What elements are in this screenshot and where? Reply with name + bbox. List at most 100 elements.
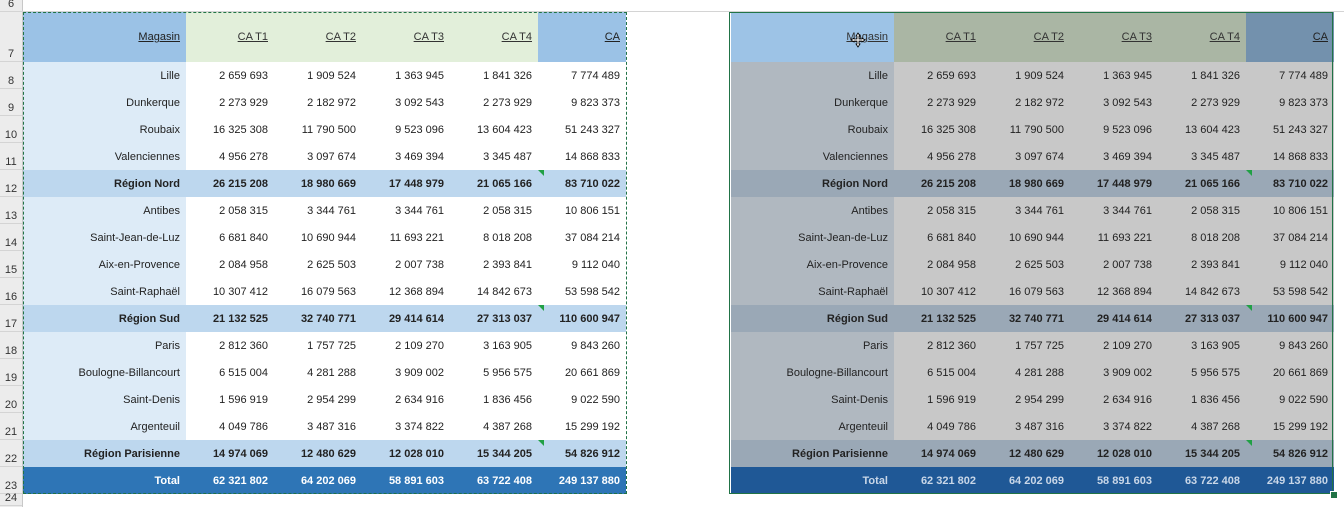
value-cell[interactable]: 16 079 563 xyxy=(274,278,362,305)
row-number[interactable]: 19 xyxy=(0,359,22,386)
value-cell[interactable]: 4 049 786 xyxy=(894,413,982,440)
value-cell[interactable]: 3 344 761 xyxy=(982,197,1070,224)
value-cell[interactable]: 63 722 408 xyxy=(1158,467,1246,494)
value-cell[interactable]: 15 299 192 xyxy=(1246,413,1334,440)
value-cell[interactable]: 29 414 614 xyxy=(362,305,450,332)
row-number[interactable]: 16 xyxy=(0,278,22,305)
row-number[interactable]: 10 xyxy=(0,116,22,143)
value-cell[interactable]: 53 598 542 xyxy=(538,278,626,305)
column-header[interactable]: CA xyxy=(1246,12,1334,62)
value-cell[interactable]: 9 112 040 xyxy=(538,251,626,278)
value-cell[interactable]: 4 387 268 xyxy=(1158,413,1246,440)
value-cell[interactable]: 20 661 869 xyxy=(1246,359,1334,386)
row-number[interactable]: 17 xyxy=(0,305,22,332)
row-number[interactable]: 9 xyxy=(0,89,22,116)
value-cell[interactable]: 12 368 894 xyxy=(1070,278,1158,305)
store-name-cell[interactable]: Boulogne-Billancourt xyxy=(23,359,186,386)
value-cell[interactable]: 4 956 278 xyxy=(894,143,982,170)
value-cell[interactable]: 3 097 674 xyxy=(274,143,362,170)
store-name-cell[interactable]: Saint-Raphaël xyxy=(23,278,186,305)
value-cell[interactable]: 3 374 822 xyxy=(1070,413,1158,440)
value-cell[interactable]: 27 313 037 xyxy=(1158,305,1246,332)
value-cell[interactable]: 1 841 326 xyxy=(450,62,538,89)
value-cell[interactable]: 37 084 214 xyxy=(538,224,626,251)
value-cell[interactable]: 4 387 268 xyxy=(450,413,538,440)
store-name-cell[interactable]: Lille xyxy=(23,62,186,89)
value-cell[interactable]: 4 281 288 xyxy=(982,359,1070,386)
column-header[interactable]: CA T1 xyxy=(894,12,982,62)
value-cell[interactable]: 3 487 316 xyxy=(274,413,362,440)
store-name-cell[interactable]: Dunkerque xyxy=(731,89,894,116)
value-cell[interactable]: 110 600 947 xyxy=(538,305,626,332)
row-number[interactable]: 18 xyxy=(0,332,22,359)
value-cell[interactable]: 6 681 840 xyxy=(894,224,982,251)
store-name-cell[interactable]: Total xyxy=(731,467,894,494)
value-cell[interactable]: 37 084 214 xyxy=(1246,224,1334,251)
store-name-cell[interactable]: Saint-Denis xyxy=(23,386,186,413)
store-name-cell[interactable]: Région Nord xyxy=(731,170,894,197)
value-cell[interactable]: 4 281 288 xyxy=(274,359,362,386)
value-cell[interactable]: 1 757 725 xyxy=(982,332,1070,359)
value-cell[interactable]: 2 634 916 xyxy=(362,386,450,413)
value-cell[interactable]: 9 843 260 xyxy=(538,332,626,359)
value-cell[interactable]: 62 321 802 xyxy=(894,467,982,494)
store-name-cell[interactable]: Région Sud xyxy=(731,305,894,332)
store-name-cell[interactable]: Paris xyxy=(23,332,186,359)
value-cell[interactable]: 21 065 166 xyxy=(1158,170,1246,197)
value-cell[interactable]: 2 084 958 xyxy=(186,251,274,278)
value-cell[interactable]: 7 774 489 xyxy=(1246,62,1334,89)
value-cell[interactable]: 9 112 040 xyxy=(1246,251,1334,278)
value-cell[interactable]: 11 693 221 xyxy=(1070,224,1158,251)
value-cell[interactable]: 2 954 299 xyxy=(274,386,362,413)
value-cell[interactable]: 2 058 315 xyxy=(1158,197,1246,224)
value-cell[interactable]: 2 273 929 xyxy=(450,89,538,116)
value-cell[interactable]: 10 307 412 xyxy=(894,278,982,305)
row-number[interactable]: 12 xyxy=(0,170,22,197)
value-cell[interactable]: 9 022 590 xyxy=(1246,386,1334,413)
value-cell[interactable]: 3 909 002 xyxy=(362,359,450,386)
value-cell[interactable]: 1 841 326 xyxy=(1158,62,1246,89)
value-cell[interactable]: 10 806 151 xyxy=(538,197,626,224)
store-name-cell[interactable]: Aix-en-Provence xyxy=(731,251,894,278)
value-cell[interactable]: 83 710 022 xyxy=(538,170,626,197)
value-cell[interactable]: 64 202 069 xyxy=(982,467,1070,494)
value-cell[interactable]: 26 215 208 xyxy=(186,170,274,197)
value-cell[interactable]: 63 722 408 xyxy=(450,467,538,494)
value-cell[interactable]: 14 868 833 xyxy=(538,143,626,170)
store-name-cell[interactable]: Valenciennes xyxy=(23,143,186,170)
value-cell[interactable]: 18 980 669 xyxy=(982,170,1070,197)
value-cell[interactable]: 21 132 525 xyxy=(894,305,982,332)
value-cell[interactable]: 62 321 802 xyxy=(186,467,274,494)
value-cell[interactable]: 14 842 673 xyxy=(1158,278,1246,305)
value-cell[interactable]: 10 690 944 xyxy=(982,224,1070,251)
value-cell[interactable]: 1 596 919 xyxy=(894,386,982,413)
value-cell[interactable]: 2 954 299 xyxy=(982,386,1070,413)
value-cell[interactable]: 3 487 316 xyxy=(982,413,1070,440)
row-number[interactable]: 14 xyxy=(0,224,22,251)
value-cell[interactable]: 1 909 524 xyxy=(274,62,362,89)
value-cell[interactable]: 16 325 308 xyxy=(186,116,274,143)
store-name-cell[interactable]: Antibes xyxy=(23,197,186,224)
value-cell[interactable]: 3 344 761 xyxy=(1070,197,1158,224)
column-header[interactable]: CA T4 xyxy=(450,12,538,62)
value-cell[interactable]: 6 681 840 xyxy=(186,224,274,251)
value-cell[interactable]: 53 598 542 xyxy=(1246,278,1334,305)
value-cell[interactable]: 15 299 192 xyxy=(538,413,626,440)
value-cell[interactable]: 26 215 208 xyxy=(894,170,982,197)
value-cell[interactable]: 11 790 500 xyxy=(274,116,362,143)
value-cell[interactable]: 110 600 947 xyxy=(1246,305,1334,332)
row-number[interactable]: 13 xyxy=(0,197,22,224)
value-cell[interactable]: 2 273 929 xyxy=(894,89,982,116)
column-header[interactable]: CA xyxy=(538,12,626,62)
store-name-cell[interactable]: Région Nord xyxy=(23,170,186,197)
value-cell[interactable]: 2 109 270 xyxy=(362,332,450,359)
value-cell[interactable]: 58 891 603 xyxy=(1070,467,1158,494)
value-cell[interactable]: 17 448 979 xyxy=(362,170,450,197)
value-cell[interactable]: 27 313 037 xyxy=(450,305,538,332)
row-number[interactable]: 20 xyxy=(0,386,22,413)
store-name-cell[interactable]: Total xyxy=(23,467,186,494)
value-cell[interactable]: 2 812 360 xyxy=(894,332,982,359)
value-cell[interactable]: 2 634 916 xyxy=(1070,386,1158,413)
store-name-cell[interactable]: Roubaix xyxy=(23,116,186,143)
value-cell[interactable]: 1 757 725 xyxy=(274,332,362,359)
